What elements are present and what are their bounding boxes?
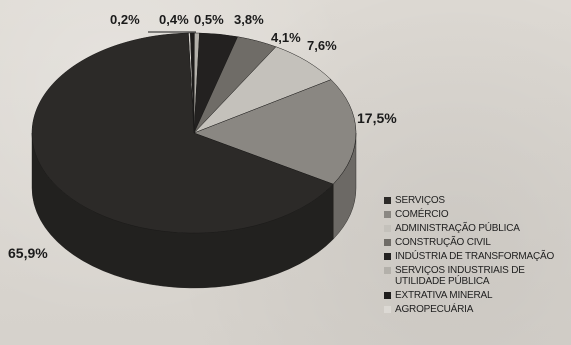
legend-item: AGROPECUÁRIA <box>384 304 569 315</box>
legend-label: EXTRATIVA MINERAL <box>395 290 493 301</box>
legend-swatch <box>384 225 391 232</box>
chart-legend: SERVIÇOS COMÉRCIO ADMINISTRAÇÃO PÚBLICA CON… <box>384 195 569 318</box>
legend-swatch <box>384 267 391 274</box>
data-label-1: 17,5% <box>357 110 397 126</box>
data-label-6: 0,4% <box>159 12 189 27</box>
legend-swatch <box>384 211 391 218</box>
legend-label: COMÉRCIO <box>395 209 449 220</box>
pie-slices: AGROPECUÁRIA 0,2%EXTRATIVA MINERAL 0,4%S… <box>31 32 357 234</box>
data-label-5: 0,5% <box>194 12 224 27</box>
legend-item: EXTRATIVA MINERAL <box>384 290 569 301</box>
legend-label: ADMINISTRAÇÃO PÚBLICA <box>395 223 520 234</box>
legend-label: SERVIÇOS <box>395 195 445 206</box>
legend-label: INDÚSTRIA DE TRANSFORMAÇÃO <box>395 251 555 262</box>
legend-label: SERVIÇOS INDUSTRIAIS DE UTILIDADE PÚBLIC… <box>395 265 525 287</box>
legend-swatch <box>384 292 391 299</box>
legend-item: SERVIÇOS INDUSTRIAIS DE UTILIDADE PÚBLIC… <box>384 265 569 287</box>
legend-swatch <box>384 253 391 260</box>
legend-item: ADMINISTRAÇÃO PÚBLICA <box>384 223 569 234</box>
legend-swatch <box>384 197 391 204</box>
legend-label: AGROPECUÁRIA <box>395 304 474 315</box>
legend-item: CONSTRUÇÃO CIVIL <box>384 237 569 248</box>
legend-item: SERVIÇOS <box>384 195 569 206</box>
data-label-3: 4,1% <box>271 30 301 45</box>
pie-slice-0: SERVIÇOS 65,9% <box>31 32 334 234</box>
legend-swatch <box>384 239 391 246</box>
legend-label: CONSTRUÇÃO CIVIL <box>395 237 491 248</box>
data-label-4: 3,8% <box>234 12 264 27</box>
legend-item: INDÚSTRIA DE TRANSFORMAÇÃO <box>384 251 569 262</box>
legend-swatch <box>384 306 391 313</box>
data-label-2: 7,6% <box>307 38 337 53</box>
data-label-0: 65,9% <box>8 245 48 261</box>
data-label-7: 0,2% <box>110 12 140 27</box>
legend-item: COMÉRCIO <box>384 209 569 220</box>
pie-slice-1: COMÉRCIO 17,5% <box>193 79 357 185</box>
pie-data-labels: 65,9% 17,5% 7,6% 4,1% 3,8% 0,5% 0,4% 0,2% <box>8 12 397 261</box>
